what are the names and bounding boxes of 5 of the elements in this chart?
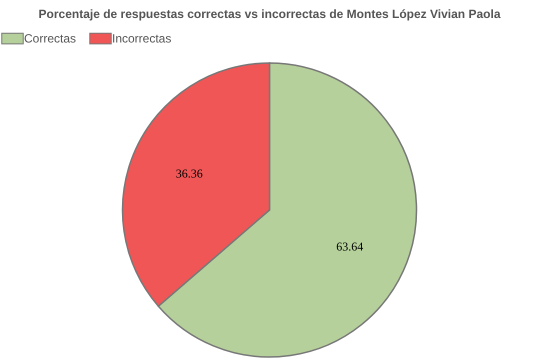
legend-label: Incorrectas — [112, 32, 172, 46]
legend-label: Correctas — [24, 32, 76, 46]
chart-title: Porcentaje de respuestas correctas vs incorrectas de Montes López Vivian Paola — [38, 7, 501, 21]
data-label: 63.64 — [336, 240, 364, 254]
data-label: 36.36 — [176, 166, 203, 180]
